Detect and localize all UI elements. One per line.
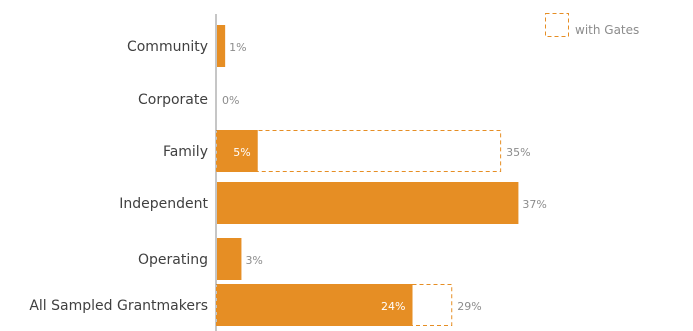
gates-value-label: 29%	[457, 300, 481, 313]
bar	[217, 182, 519, 224]
bar-value-label: 0%	[222, 94, 239, 107]
bar-value-label: 37%	[522, 198, 546, 211]
bar-value-label: 3%	[245, 254, 262, 267]
category-label: Operating	[138, 252, 208, 268]
category-label: Corporate	[138, 92, 208, 108]
gates-bar-outline	[216, 130, 502, 172]
bar	[217, 25, 226, 67]
category-label: Community	[127, 39, 208, 55]
bar	[217, 130, 258, 172]
gates-value-label: 35%	[506, 146, 530, 159]
legend-label: with Gates	[575, 23, 639, 37]
category-label: Independent	[119, 196, 208, 212]
bar	[217, 238, 242, 280]
bar	[217, 284, 413, 326]
category-label: Family	[163, 144, 208, 160]
bar-value-label: 24%	[381, 300, 405, 313]
legend-swatch	[545, 13, 569, 37]
category-label: All Sampled Grantmakers	[29, 298, 208, 314]
bar-value-label: 5%	[233, 146, 250, 159]
bar-value-label: 1%	[229, 41, 246, 54]
